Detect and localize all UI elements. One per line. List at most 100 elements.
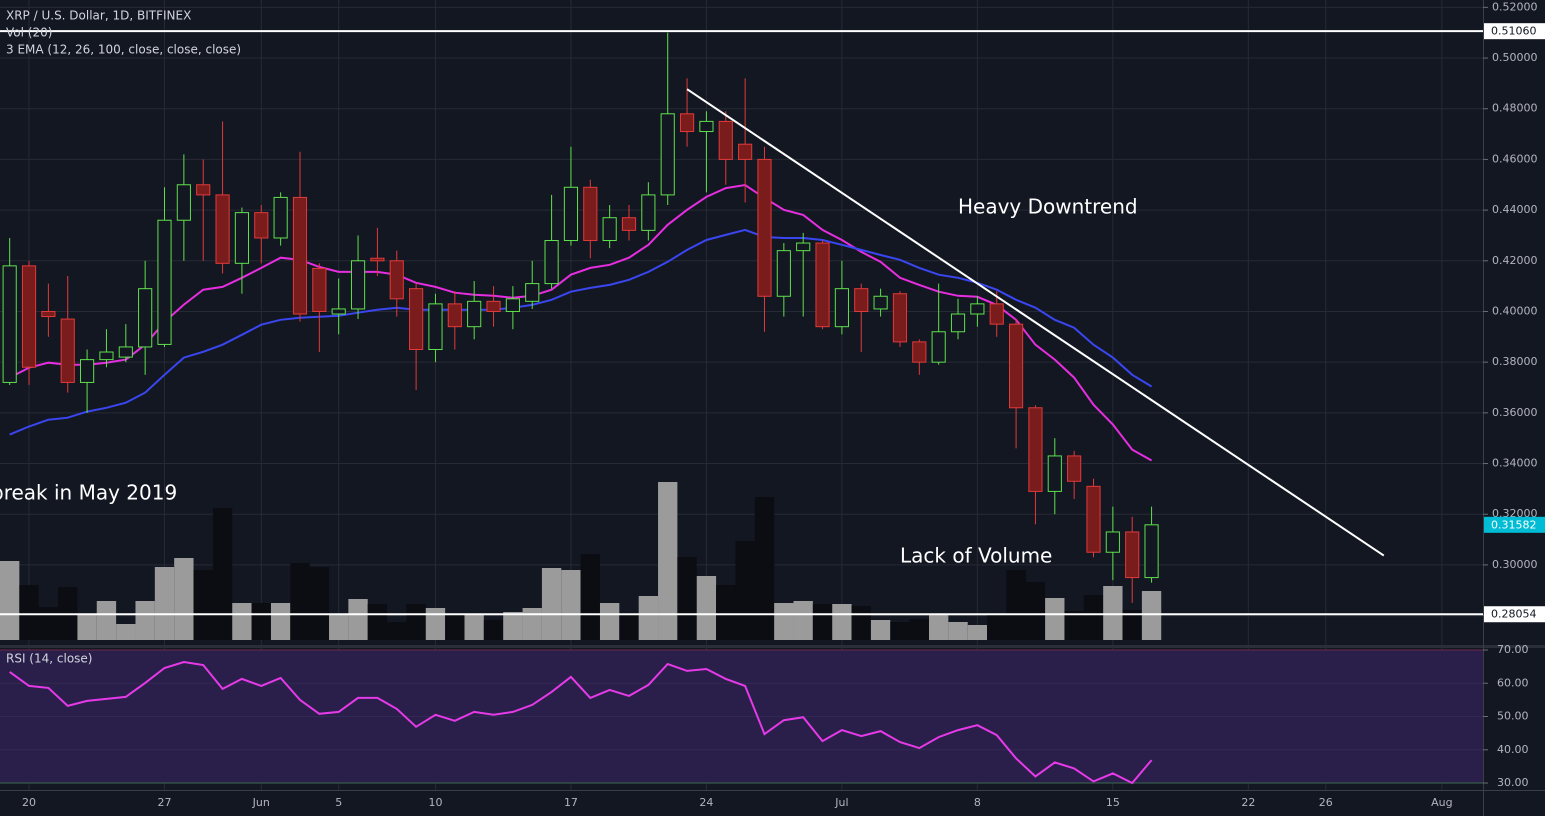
volume-bar — [696, 576, 717, 640]
y-tick-label: 0.50000 — [1492, 51, 1538, 64]
candle-body — [931, 331, 946, 363]
volume-bar — [1122, 610, 1142, 640]
y-tick-label: 30.00 — [1497, 776, 1529, 789]
candle-body — [80, 359, 95, 383]
volume-bar — [1025, 582, 1046, 640]
candle-body — [138, 288, 153, 348]
candle-body — [331, 308, 346, 315]
rsi-line — [9, 660, 1153, 785]
volume-bar — [503, 612, 523, 640]
candle-body — [312, 267, 327, 312]
volume-bar — [212, 508, 233, 640]
candle-body — [350, 260, 366, 310]
candle-body — [873, 295, 888, 310]
chart-title: XRP / U.S. Dollar, 1D, BITFINEX — [6, 9, 191, 23]
volume-bar — [967, 625, 988, 640]
volume-bar — [1006, 570, 1026, 640]
volume-bar — [658, 482, 678, 640]
candle-body — [1047, 455, 1062, 492]
volume-bar — [1045, 598, 1065, 640]
price-label-box — [1484, 606, 1545, 623]
x-tick-label: 26 — [1319, 796, 1333, 809]
candle-body — [1067, 455, 1082, 482]
volume-bar — [38, 607, 59, 640]
candle-body — [2, 265, 17, 383]
y-tick-label: 0.36000 — [1492, 406, 1538, 419]
x-tick-label: 10 — [428, 796, 442, 809]
volume-bar — [96, 601, 117, 640]
volume-bar — [19, 585, 39, 640]
volume-bar — [251, 603, 271, 640]
y-tick-label: 0.44000 — [1492, 203, 1538, 216]
ema-line — [9, 228, 1153, 436]
volume-bar — [290, 563, 310, 640]
volume-bar — [406, 604, 426, 640]
candle-body — [486, 300, 501, 312]
y-tick-label: 70.00 — [1497, 643, 1529, 656]
volume-bar — [77, 615, 97, 640]
volume-bar — [716, 585, 736, 640]
volume-bar — [193, 570, 213, 640]
y-tick-label: 40.00 — [1497, 743, 1529, 756]
x-tick-label: Jul — [834, 796, 848, 809]
candle-body — [292, 196, 308, 315]
y-tick-label: 0.46000 — [1492, 152, 1538, 165]
volume-bar — [948, 622, 968, 640]
axes: 0.52000 0.50000 0.48000 0.46000 0.44000 0.420… — [22, 0, 1545, 809]
volume-bar — [154, 567, 175, 640]
candle-body — [660, 113, 675, 196]
volume-bar — [116, 624, 136, 640]
candle-body — [234, 212, 250, 264]
price-pane — [0, 30, 1483, 640]
x-tick-label: 15 — [1106, 796, 1120, 809]
volume-bar — [270, 603, 291, 640]
candle-body — [196, 184, 211, 196]
volume-bar — [619, 613, 639, 640]
volume-bar — [1064, 611, 1084, 640]
y-tick-label: 0.38000 — [1492, 355, 1538, 368]
candle-body — [467, 300, 482, 328]
candle-body — [273, 196, 288, 239]
y-tick-label: 0.48000 — [1492, 102, 1538, 115]
volume-bar — [774, 603, 794, 640]
candle-body — [738, 143, 753, 160]
candle-body — [21, 265, 37, 368]
volume-bar — [329, 614, 349, 640]
price-label: 0.31582 — [1491, 518, 1537, 531]
volume-bar — [754, 497, 775, 640]
volume-bar — [1083, 595, 1104, 640]
volume-bar — [425, 608, 446, 640]
volume-bar — [851, 606, 871, 640]
candle-body — [970, 303, 985, 315]
candle-body — [796, 242, 811, 252]
candle-body — [950, 313, 966, 333]
volume-bar — [561, 570, 581, 640]
volume-bar — [599, 603, 620, 640]
candle-body — [389, 260, 404, 300]
rsi-label: RSI (14, close) — [6, 652, 92, 666]
volume-bar — [522, 608, 542, 640]
price-label-box — [1484, 23, 1545, 40]
volume-label: Vol (20) — [6, 26, 52, 40]
x-tick-label: Aug — [1431, 796, 1452, 809]
candle-body — [544, 240, 559, 285]
candle-body — [563, 186, 579, 242]
candle-body — [215, 194, 230, 264]
y-tick-label: 60.00 — [1497, 676, 1529, 689]
volume-bar — [793, 601, 813, 640]
candle-body — [815, 242, 830, 328]
candle-body — [505, 298, 520, 312]
y-tick-label: 0.30000 — [1492, 558, 1538, 571]
volume-bar — [464, 614, 484, 640]
y-tick-label: 50.00 — [1497, 710, 1529, 723]
x-tick-label: 5 — [335, 796, 342, 809]
candle-body — [1086, 485, 1101, 553]
x-tick-label: 8 — [974, 796, 981, 809]
candle-body — [176, 184, 191, 221]
ema-line — [9, 183, 1153, 462]
candle-body — [834, 288, 849, 328]
trendline — [686, 88, 1385, 557]
volume-bar — [638, 596, 659, 640]
candle-body — [1009, 323, 1024, 409]
